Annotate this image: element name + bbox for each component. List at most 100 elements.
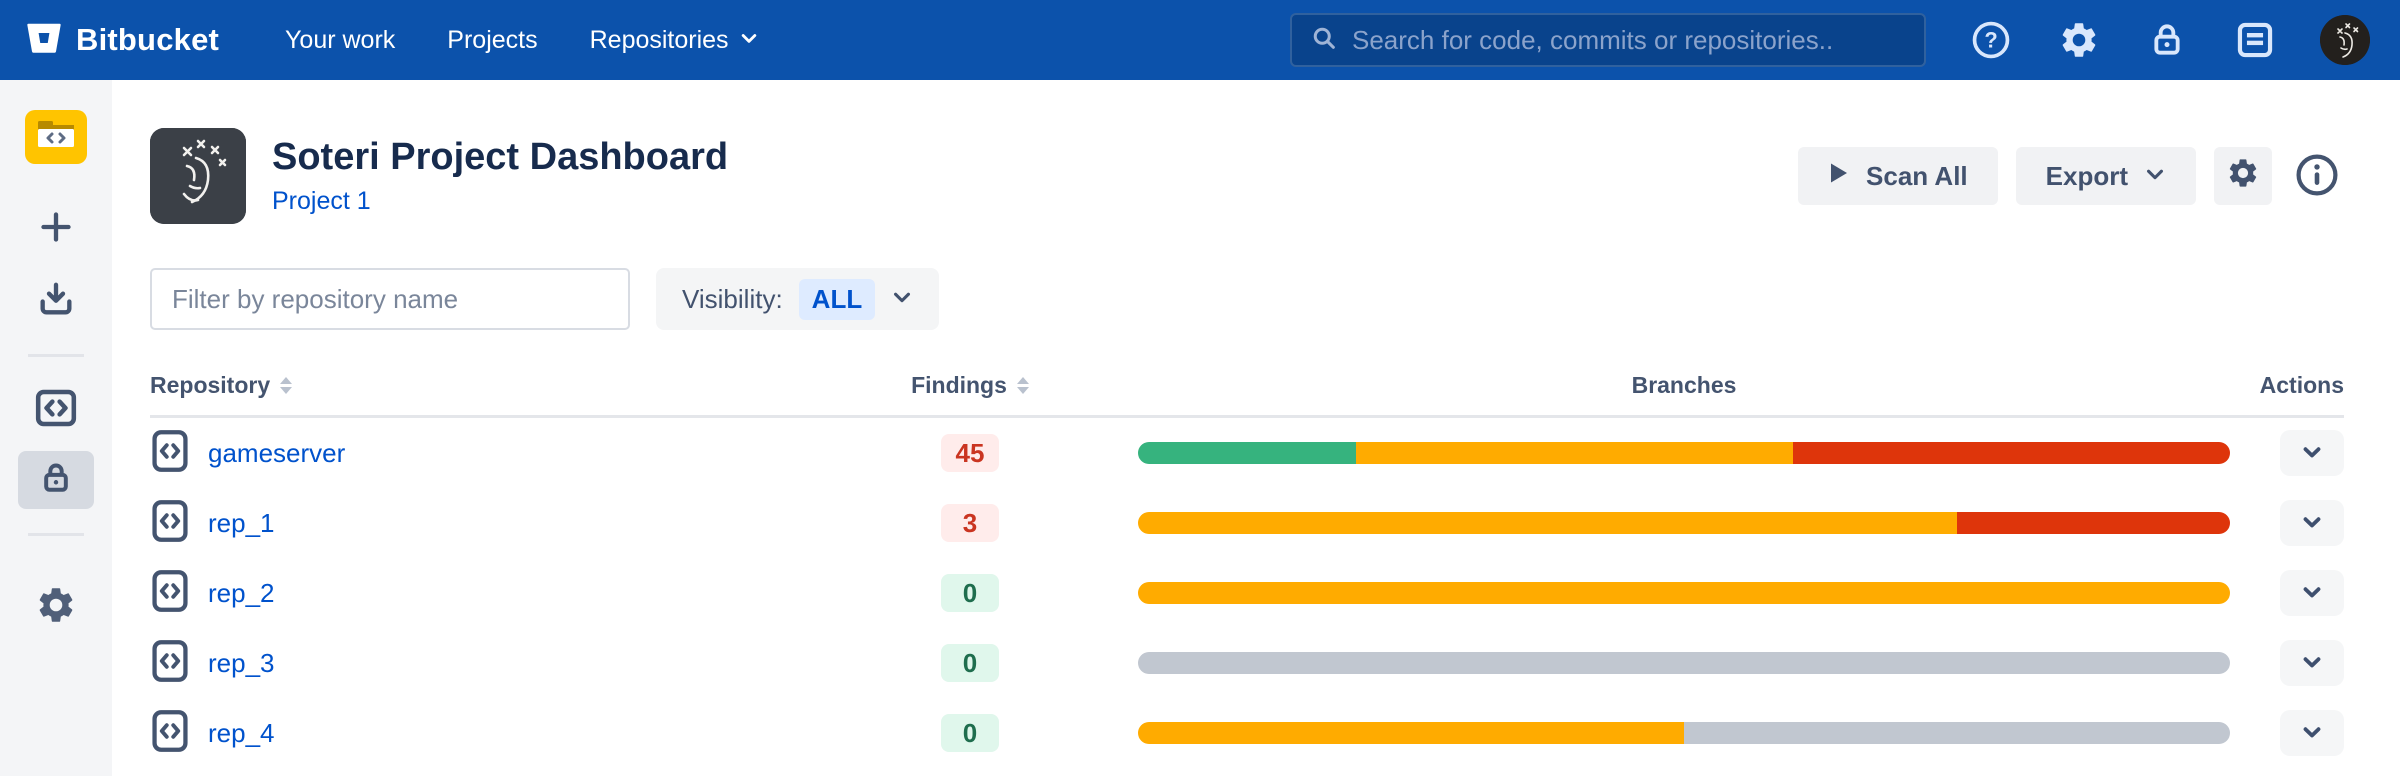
table-row: rep_3 0 — [150, 628, 2344, 698]
settings-gear-icon[interactable] — [2058, 19, 2100, 61]
project-breadcrumb-link[interactable]: Project 1 — [272, 187, 371, 216]
nav-your-work[interactable]: Your work — [285, 25, 396, 54]
column-header-actions: Actions — [2259, 372, 2344, 398]
global-search[interactable] — [1290, 13, 1926, 67]
sort-icon — [1016, 377, 1029, 394]
search-input[interactable] — [1352, 24, 1906, 56]
actions-cell — [2230, 430, 2344, 476]
visibility-label: Visibility: — [682, 283, 783, 314]
repo-cell: rep_4 — [150, 708, 900, 759]
visibility-dropdown[interactable]: Visibility: ALL — [656, 268, 940, 330]
sidebar-import-button[interactable] — [18, 272, 94, 330]
branch-segment-red — [1793, 442, 2230, 464]
findings-cell: 0 — [900, 714, 1040, 752]
repo-cell: rep_3 — [150, 638, 900, 689]
lock-icon[interactable] — [2146, 19, 2188, 61]
chevron-down-icon — [2144, 161, 2166, 192]
sidebar-create-button[interactable] — [18, 200, 94, 258]
sidebar-project-avatar[interactable] — [25, 110, 87, 164]
actions-cell — [2230, 570, 2344, 616]
bitbucket-logo-icon — [26, 20, 62, 61]
column-header-branches: Branches — [1631, 372, 1737, 398]
table-row: rep_2 0 — [150, 558, 2344, 628]
table-row: rep_4 0 — [150, 698, 2344, 768]
row-actions-button[interactable] — [2280, 710, 2344, 756]
app-shell: Soteri Project Dashboard Project 1 Scan … — [0, 80, 2400, 776]
branch-status-bar[interactable] — [1138, 722, 2230, 744]
page-header: Soteri Project Dashboard Project 1 Scan … — [150, 128, 2344, 224]
repository-table: Repository Findings Branches Actions gam… — [150, 372, 2344, 768]
findings-badge: 0 — [941, 714, 999, 752]
row-actions-button[interactable] — [2280, 430, 2344, 476]
column-header-repository[interactable]: Repository — [150, 372, 900, 399]
repo-icon — [150, 568, 190, 619]
sidebar-divider — [28, 354, 84, 357]
project-avatar-image — [150, 128, 246, 224]
chevron-down-icon — [2300, 510, 2324, 537]
branch-segment-amber — [1138, 722, 1684, 744]
title-block: Soteri Project Dashboard Project 1 — [272, 136, 728, 217]
nav-projects[interactable]: Projects — [447, 25, 538, 54]
repo-cell: rep_2 — [150, 568, 900, 619]
top-navbar: Bitbucket Your work Projects Repositorie… — [0, 0, 2400, 80]
repo-link[interactable]: rep_4 — [208, 717, 275, 748]
export-button[interactable]: Export — [2015, 147, 2196, 205]
branch-status-bar[interactable] — [1138, 652, 2230, 674]
repo-cell: rep_1 — [150, 498, 900, 549]
inbox-icon[interactable] — [2234, 19, 2276, 61]
repo-link[interactable]: gameserver — [208, 437, 346, 468]
security-lock-icon — [37, 459, 75, 502]
repo-icon — [150, 638, 190, 689]
branches-cell — [1040, 512, 2230, 534]
branches-cell — [1040, 722, 2230, 744]
download-icon — [36, 279, 76, 324]
branch-segment-amber — [1138, 582, 2230, 604]
findings-badge: 0 — [941, 644, 999, 682]
sidebar-item-settings[interactable] — [18, 578, 94, 636]
repo-cell: gameserver — [150, 428, 900, 479]
actions-cell — [2230, 710, 2344, 756]
repository-filter-input[interactable] — [150, 268, 630, 330]
page-title: Soteri Project Dashboard — [272, 135, 729, 178]
brand-name: Bitbucket — [76, 22, 220, 57]
repo-table-body: gameserver 45 rep_1 3 rep_2 0 rep_3 0 rep_4 0 — [150, 418, 2344, 768]
findings-cell: 3 — [900, 504, 1040, 542]
help-icon[interactable]: ? — [1970, 19, 2012, 61]
branch-segment-gray — [1138, 652, 2230, 674]
sidebar-divider — [28, 533, 84, 536]
row-actions-button[interactable] — [2280, 570, 2344, 616]
code-icon — [34, 388, 78, 433]
user-avatar[interactable] — [2320, 15, 2370, 65]
info-icon — [2294, 152, 2340, 201]
repo-icon — [150, 498, 190, 549]
table-row: gameserver 45 — [150, 418, 2344, 488]
row-actions-button[interactable] — [2280, 640, 2344, 686]
primary-nav: Your work Projects Repositories — [285, 26, 759, 55]
repo-link[interactable]: rep_1 — [208, 507, 275, 538]
branch-status-bar[interactable] — [1138, 442, 2230, 464]
branch-status-bar[interactable] — [1138, 512, 2230, 534]
actions-cell — [2230, 500, 2344, 546]
nav-repositories[interactable]: Repositories — [590, 26, 759, 55]
branch-status-bar[interactable] — [1138, 582, 2230, 604]
repo-link[interactable]: rep_3 — [208, 647, 275, 678]
repo-link[interactable]: rep_2 — [208, 577, 275, 608]
bitbucket-brand[interactable]: Bitbucket — [26, 20, 219, 61]
chevron-down-icon — [2300, 650, 2324, 677]
sidebar-item-repositories[interactable] — [18, 381, 94, 439]
column-header-findings[interactable]: Findings — [900, 372, 1040, 399]
info-button[interactable] — [2290, 152, 2344, 201]
table-row: rep_1 3 — [150, 488, 2344, 558]
scan-all-button[interactable]: Scan All — [1798, 147, 1998, 205]
sidebar-item-security[interactable] — [18, 451, 94, 509]
header-actions: Scan All Export — [1798, 147, 2344, 205]
row-actions-button[interactable] — [2280, 500, 2344, 546]
chevron-down-icon — [2300, 440, 2324, 467]
plus-icon — [36, 207, 76, 252]
svg-text:?: ? — [1984, 27, 1997, 52]
dashboard-settings-button[interactable] — [2214, 147, 2272, 205]
findings-badge: 3 — [941, 504, 999, 542]
filter-row: Visibility: ALL — [150, 268, 2344, 330]
repo-icon — [150, 428, 190, 479]
chevron-down-icon — [2300, 720, 2324, 747]
